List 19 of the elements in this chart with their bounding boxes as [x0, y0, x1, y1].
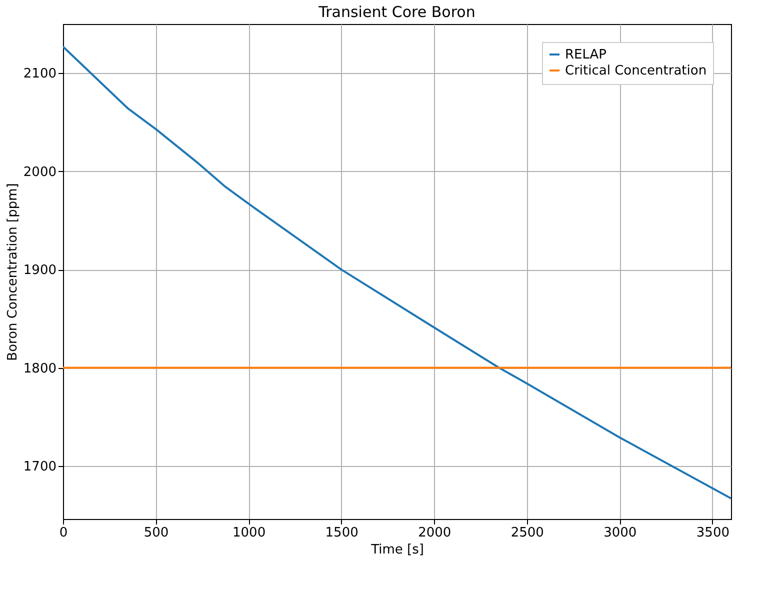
x-tick-label: 500: [144, 526, 169, 540]
x-tick-label: 3500: [696, 526, 730, 540]
y-tick-label: 2100: [23, 66, 56, 82]
y-axis-title: Boron Concentration [ppm]: [5, 183, 20, 361]
x-axis-title: Time [s]: [370, 542, 424, 558]
line-series: [63, 46, 731, 500]
x-tick-label: 1000: [232, 526, 266, 540]
x-tick-label: 3000: [604, 526, 637, 540]
legend-label: Critical Concentration: [565, 64, 707, 78]
y-tick-label: 2000: [23, 164, 56, 180]
y-tick-label: 1700: [23, 459, 56, 474]
x-tick-label: 0: [59, 526, 68, 540]
y-tick-label: 1800: [23, 361, 56, 376]
y-tick-label: 1900: [23, 263, 56, 278]
x-tick-label: 2500: [510, 526, 544, 540]
x-tick-label: 1500: [325, 526, 358, 540]
chart-title: Transient Core Boron: [318, 3, 476, 21]
x-tick-label: 2000: [418, 526, 452, 540]
legend-label: RELAP: [565, 48, 607, 62]
